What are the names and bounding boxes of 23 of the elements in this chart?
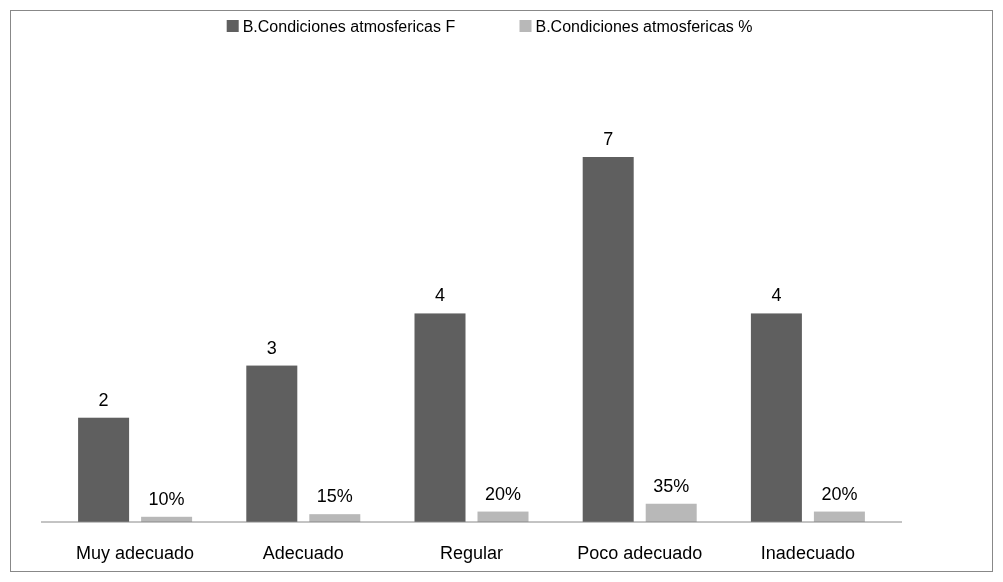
data-label: 7 xyxy=(603,129,614,149)
bar xyxy=(78,417,130,522)
bar xyxy=(645,503,697,522)
data-label: 35% xyxy=(653,475,690,496)
data-label: 10% xyxy=(148,488,185,509)
x-tick-label: Muy adecuado xyxy=(76,543,195,563)
legend-label: B.Condiciones atmosfericas % xyxy=(535,18,753,35)
bar xyxy=(582,157,634,522)
data-label: 15% xyxy=(316,486,353,507)
data-label: 20% xyxy=(484,483,522,504)
bar xyxy=(246,365,298,522)
x-tick-label: Regular xyxy=(439,543,504,563)
bar xyxy=(750,313,802,522)
legend-label: B.Condiciones atmosfericas F xyxy=(242,18,456,35)
bar xyxy=(414,313,466,522)
data-label: 4 xyxy=(771,285,782,306)
data-label: 3 xyxy=(266,337,277,358)
x-tick-label: Inadecuado xyxy=(760,543,855,563)
data-label: 4 xyxy=(434,285,446,306)
x-tick-label: Poco adecuado xyxy=(577,543,703,563)
data-label: 2 xyxy=(98,389,109,410)
x-tick-label: Adecuado xyxy=(262,543,344,563)
data-label: 20% xyxy=(821,483,858,504)
